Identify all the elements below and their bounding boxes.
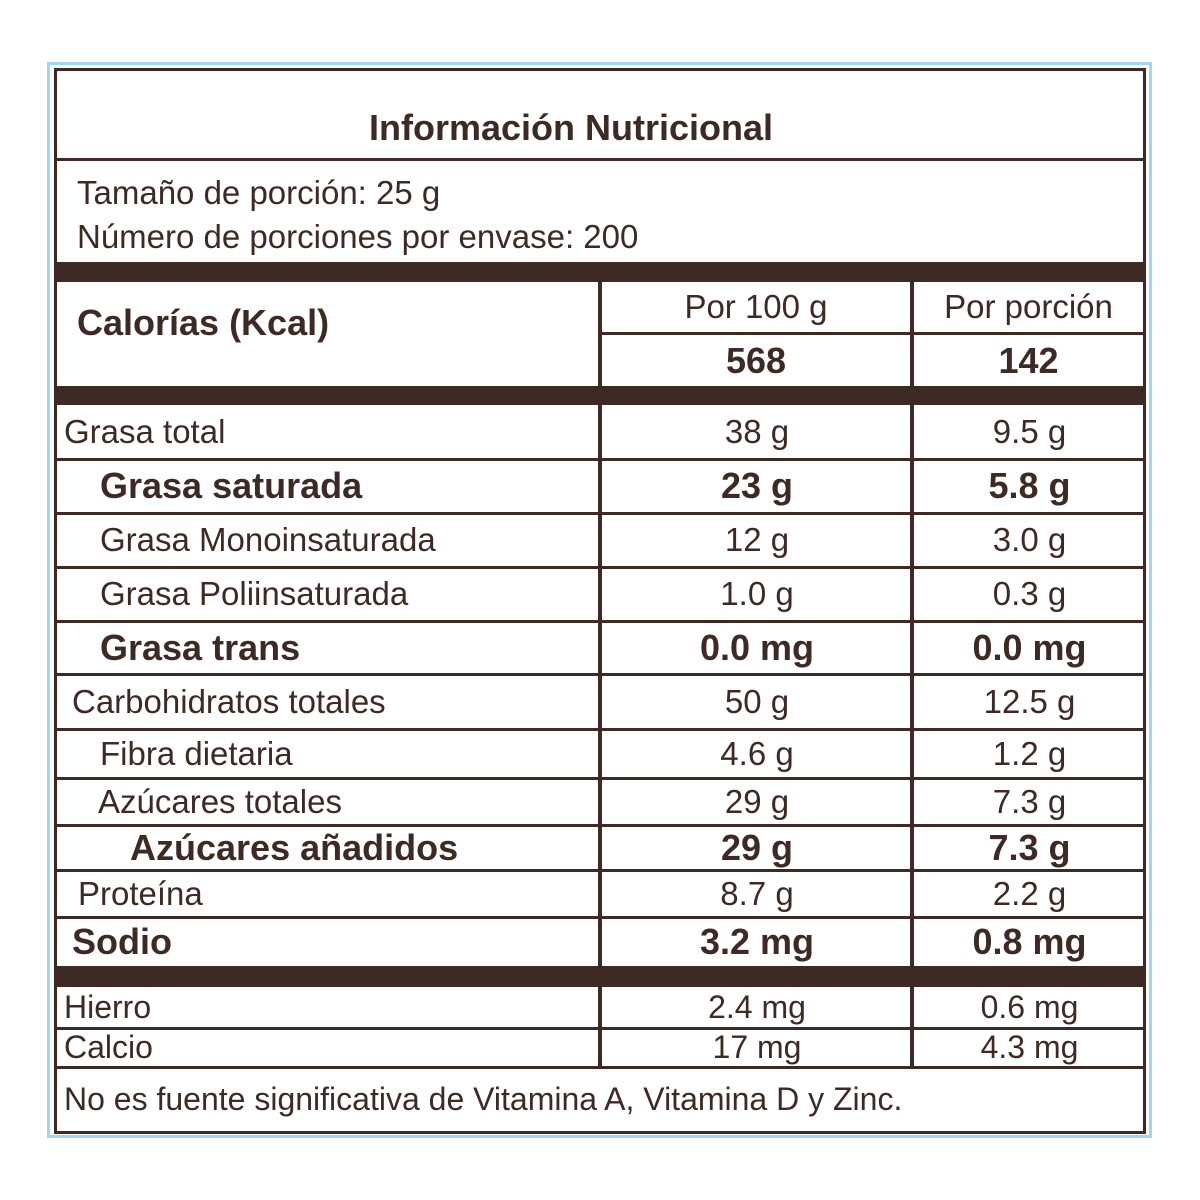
row-label: Azúcares totales xyxy=(98,782,342,820)
row-divider xyxy=(57,777,1143,780)
divider xyxy=(57,1066,1143,1069)
row-value: 0.0 mg xyxy=(699,626,815,668)
row-divider xyxy=(57,869,1143,872)
title: Información Nutricional xyxy=(368,107,774,148)
row-label: Grasa Monoinsaturada xyxy=(100,521,436,558)
row-value: 50 g xyxy=(724,682,790,720)
row-label: Hierro xyxy=(64,989,152,1025)
row-label: Grasa trans xyxy=(100,626,301,668)
row-label: Proteína xyxy=(78,874,203,912)
row-label: Grasa Poliinsaturada xyxy=(100,575,409,612)
row-divider xyxy=(57,620,1143,623)
column-header: Por porción xyxy=(944,288,1113,325)
divider xyxy=(600,332,1145,335)
inner-frame xyxy=(54,68,1146,1134)
row-value: 7.3 g xyxy=(988,826,1071,868)
row-value: 4.3 mg xyxy=(980,1029,1079,1065)
servings-per-container: Número de porciones por envase: 200 xyxy=(77,218,639,255)
row-value: 2.4 mg xyxy=(708,989,806,1025)
thick-band xyxy=(57,262,1143,282)
row-value: 2.2 g xyxy=(992,874,1067,912)
serving-size: Tamaño de porción: 25 g xyxy=(77,174,441,211)
row-label: Calcio xyxy=(64,1029,153,1065)
row-label: Grasa saturada xyxy=(100,465,363,506)
row-value: 38 g xyxy=(724,413,790,450)
calories-label: Calorías (Kcal) xyxy=(77,302,330,343)
row-divider xyxy=(57,512,1143,515)
row-value: 1.0 g xyxy=(720,575,794,612)
row-value: 29 g xyxy=(720,826,794,868)
outer-frame xyxy=(47,62,1152,1138)
row-value: 3.0 g xyxy=(992,521,1067,558)
row-divider xyxy=(57,458,1143,461)
row-label: Carbohidratos totales xyxy=(72,682,386,720)
row-value: 1.2 g xyxy=(992,734,1067,772)
row-value: 4.6 g xyxy=(720,734,794,772)
calories-value: 142 xyxy=(998,339,1059,381)
row-value: 0.8 mg xyxy=(972,920,1087,962)
row-value: 12.5 g xyxy=(983,682,1076,720)
row-value: 3.2 mg xyxy=(699,920,815,962)
row-divider xyxy=(57,728,1143,731)
calories-value: 568 xyxy=(725,339,787,381)
row-value: 5.8 g xyxy=(988,465,1071,506)
row-divider xyxy=(57,1027,1143,1030)
row-label: Sodio xyxy=(72,920,172,962)
row-divider xyxy=(57,824,1143,827)
row-divider xyxy=(57,566,1143,569)
row-label: Fibra dietaria xyxy=(100,734,293,772)
row-value: 7.3 g xyxy=(992,782,1067,820)
row-label: Grasa total xyxy=(64,413,226,450)
row-value: 0.0 mg xyxy=(972,626,1087,668)
row-value: 29 g xyxy=(724,782,790,820)
divider xyxy=(57,158,1143,161)
row-value: 8.7 g xyxy=(720,874,794,912)
row-value: 17 mg xyxy=(712,1029,802,1065)
column-header: Por 100 g xyxy=(684,288,828,325)
row-value: 23 g xyxy=(720,465,794,506)
row-label: Azúcares añadidos xyxy=(130,826,459,868)
row-divider xyxy=(57,916,1143,919)
row-value: 0.6 mg xyxy=(980,989,1079,1025)
row-divider xyxy=(57,673,1143,676)
row-value: 12 g xyxy=(724,521,790,558)
row-value: 0.3 g xyxy=(992,575,1067,612)
footnote: No es fuente significativa de Vitamina A… xyxy=(64,1080,903,1117)
row-value: 9.5 g xyxy=(992,413,1067,450)
